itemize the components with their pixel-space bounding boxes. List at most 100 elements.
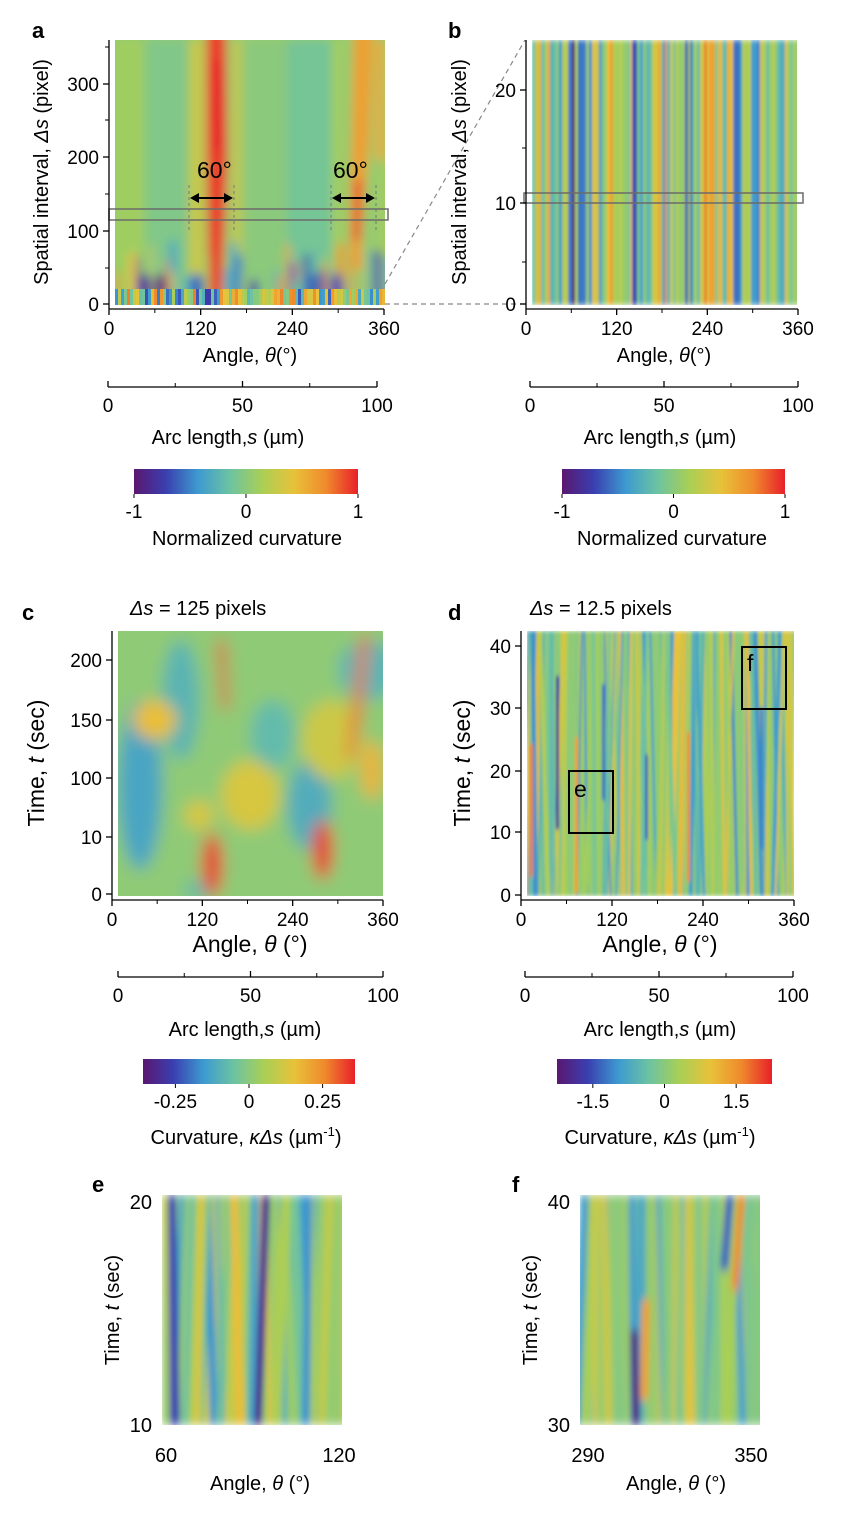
heatmap-noise	[368, 253, 374, 305]
heatmap-bottom-strip	[124, 289, 127, 305]
heatmap-bottom-strip	[298, 289, 301, 305]
heatmap-c-content	[118, 631, 383, 896]
heatmap-content	[162, 1195, 342, 1425]
heatmap-bottom-strip	[190, 289, 193, 305]
annotation-arrow-left	[190, 193, 233, 203]
heatmap-strong-streak	[193, 1195, 205, 1425]
heatmap-stripe	[688, 40, 691, 305]
heatmap-bottom-strip	[229, 289, 232, 305]
heatmap-stripe	[556, 40, 559, 305]
zoom-box-e	[568, 770, 614, 834]
heatmap-streak	[639, 631, 649, 896]
heatmap-bottom-strip	[205, 289, 208, 305]
heatmap-bottom-strip	[235, 289, 238, 305]
heatmap-patch	[381, 40, 385, 305]
y-tick-label: 100	[67, 222, 99, 243]
heatmap-stripe	[631, 40, 634, 305]
heatmap-bottom-strip	[154, 289, 157, 305]
heatmap-stripe	[679, 40, 682, 305]
heatmap-bottom-strip	[379, 289, 382, 305]
heatmap-bottom-strip	[301, 289, 304, 305]
heatmap-streak	[751, 631, 758, 896]
y-tick-label: 20	[495, 81, 516, 102]
heatmap-streak	[752, 1195, 760, 1425]
annotation-60-left: 60°	[197, 157, 232, 183]
x-tick-label: 360	[778, 910, 810, 931]
colorbar-label-d: Curvature, κΔs (µm-1)	[565, 1124, 756, 1149]
heatmap-stripe	[772, 40, 775, 305]
heatmap-stripe	[733, 40, 736, 305]
heatmap-bottom-strip	[334, 289, 337, 305]
heatmap-bottom-strip	[241, 289, 244, 305]
heatmap-bottom-strip	[232, 289, 235, 305]
heatmap-streak	[272, 1195, 291, 1425]
annotation-60-right: 60°	[333, 157, 368, 183]
heatmap-streak	[665, 631, 677, 896]
heatmap-strong-streak	[575, 737, 578, 894]
heatmap-streak	[649, 631, 658, 896]
heatmap-bottom-strip	[139, 289, 142, 305]
x-tick-label: 240	[687, 910, 719, 931]
heatmap-bottom-strip	[220, 289, 223, 305]
arc-tick-label: 100	[367, 986, 399, 1007]
heatmap-bottom-strip	[196, 289, 199, 305]
heatmap-bottom-strip	[271, 289, 274, 305]
heatmap-strong-stripe	[760, 40, 762, 305]
x-axis-label-e: Angle, θ (°)	[210, 1473, 310, 1495]
heatmap-patch-warm	[221, 760, 280, 830]
heatmap-stripe	[535, 40, 538, 305]
arc-tick-label: 100	[361, 396, 393, 417]
heatmap-streak	[615, 631, 624, 896]
heatmap-stripe	[766, 40, 769, 305]
heatmap-stripe	[697, 40, 700, 305]
heatmap-noise	[224, 268, 231, 305]
heatmap-streak	[612, 1195, 620, 1425]
axes-c: 0 120 240 360 0 10 100 150 200	[70, 631, 399, 931]
heatmap-bottom-strip	[343, 289, 346, 305]
heatmap-bottom-strip	[313, 289, 316, 305]
heatmap-stripe	[541, 40, 544, 305]
heatmap-streak	[766, 631, 770, 896]
panel-label-b: b	[448, 18, 461, 43]
heatmap-bottom-strip	[340, 289, 343, 305]
heatmap-bottom-strip	[247, 289, 250, 305]
heatmap-streak	[709, 631, 715, 896]
heatmap-bottom-strip	[202, 289, 205, 305]
heatmap-noise	[313, 252, 319, 305]
heatmap-streak	[660, 1195, 673, 1425]
heatmap-stripe	[580, 40, 583, 305]
panel-label-a: a	[32, 18, 45, 43]
colorbar-gradient	[134, 469, 358, 494]
heatmap-noise	[235, 255, 242, 305]
heatmap-bottom-strip	[292, 289, 295, 305]
heatmap-streak	[682, 631, 690, 896]
heatmap-bottom-strip	[307, 289, 310, 305]
heatmap-bottom-strip	[208, 289, 211, 305]
heatmap-stripe	[607, 40, 610, 305]
heatmap-bottom-strip	[262, 289, 265, 305]
heatmap-stripe	[706, 40, 709, 305]
y-axis-label-b: Spatial interval, Δs (pixel)	[449, 59, 471, 285]
heatmap-stripe	[730, 40, 733, 305]
heatmap-streak	[607, 631, 618, 896]
heatmap-stripe	[646, 40, 649, 305]
heatmap-bottom-strip	[352, 289, 355, 305]
heatmap-stripe	[550, 40, 553, 305]
heatmap-bottom-strip	[304, 289, 307, 305]
heatmap-strong-stripe	[599, 40, 601, 305]
heatmap-streak	[793, 631, 794, 665]
heatmap-stripe	[604, 40, 607, 305]
heatmap-stripe	[745, 40, 748, 305]
heatmap-band-edge	[376, 40, 385, 160]
colorbar-gradient	[143, 1059, 355, 1084]
y-tick-e-top: 20	[130, 1192, 152, 1214]
heatmap-stripe	[694, 40, 697, 305]
heatmap-stripe	[532, 40, 535, 305]
heatmap-streak	[726, 631, 731, 896]
heatmap-patch-warm	[132, 700, 177, 740]
heatmap-stripe	[727, 40, 730, 305]
heatmap-stripe	[742, 40, 745, 305]
heatmap-stripe	[724, 40, 727, 305]
y-tick-label: 40	[490, 637, 511, 658]
